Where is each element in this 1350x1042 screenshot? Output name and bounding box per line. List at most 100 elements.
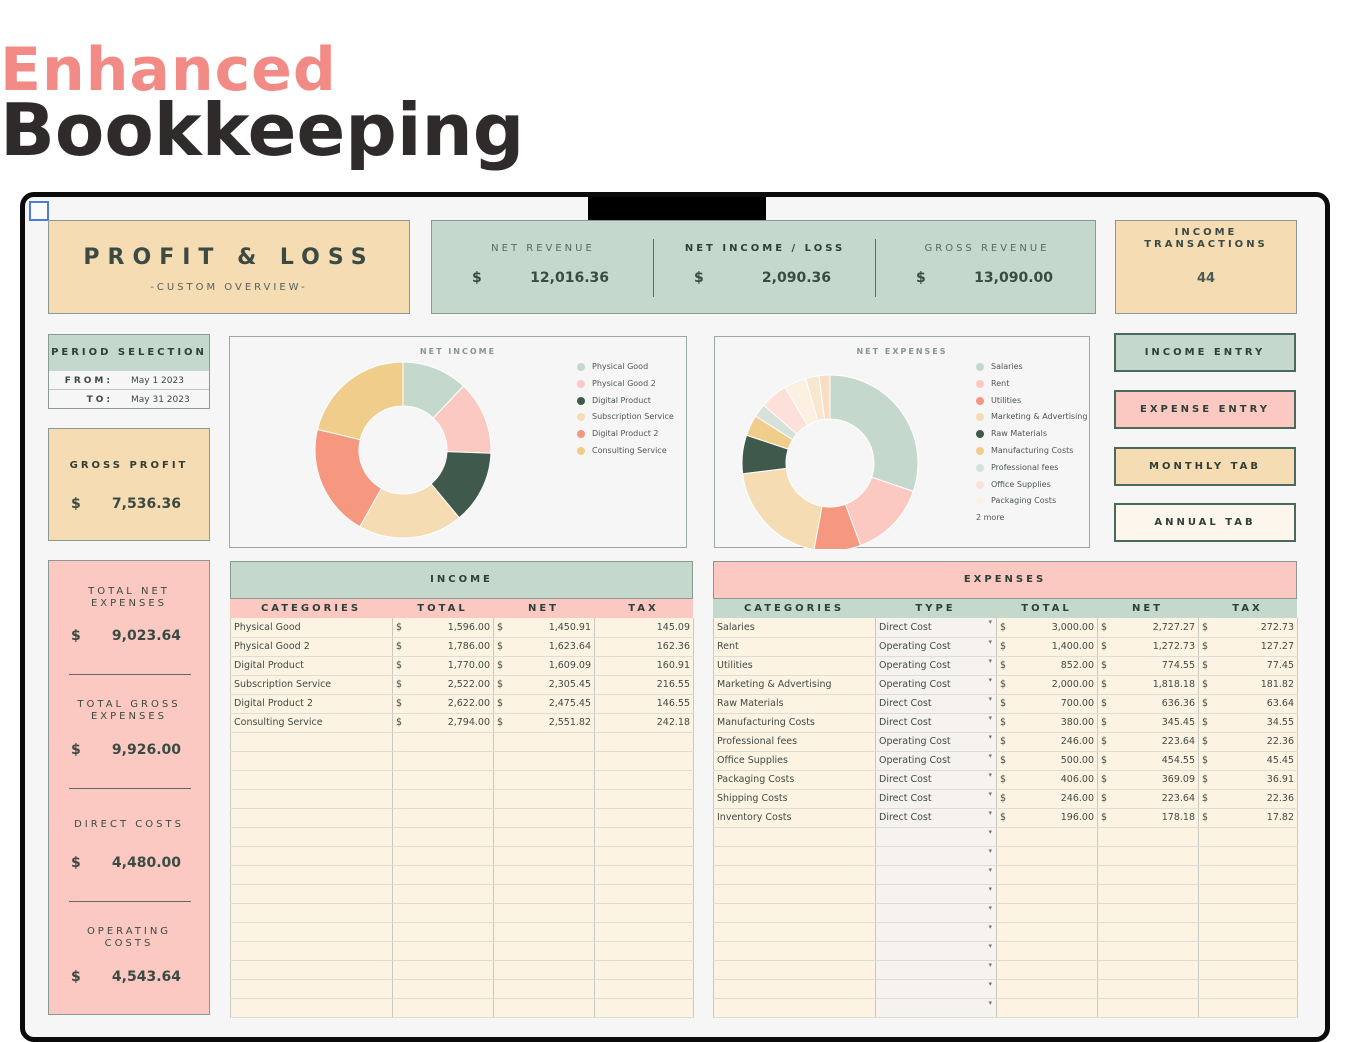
expense-total-cell[interactable]: $3,000.00 [996, 618, 1098, 638]
income-net-cell[interactable] [493, 960, 595, 980]
income-net-cell[interactable] [493, 770, 595, 790]
income-total-cell[interactable] [392, 998, 494, 1018]
income-net-cell[interactable]: $2,475.45 [493, 694, 595, 714]
expense-tax-cell[interactable]: $34.55 [1198, 713, 1298, 733]
dropdown-arrow-icon[interactable]: ▾ [988, 998, 992, 1007]
slice-inventory-costs[interactable] [818, 374, 831, 420]
income-category-cell[interactable] [230, 751, 393, 771]
expense-type-dropdown[interactable]: Direct Cost ▾ [875, 808, 997, 828]
income-net-cell[interactable] [493, 827, 595, 847]
expense-net-cell[interactable]: $774.55 [1097, 656, 1199, 676]
income-total-cell[interactable] [392, 751, 494, 771]
income-entry-button[interactable]: INCOME ENTRY [1114, 333, 1296, 372]
expense-net-cell[interactable] [1097, 903, 1199, 923]
expense-net-cell[interactable] [1097, 922, 1199, 942]
expense-type-dropdown[interactable]: Direct Cost ▾ [875, 694, 997, 714]
income-net-cell[interactable] [493, 751, 595, 771]
expense-tax-cell[interactable] [1198, 941, 1298, 961]
expense-category-cell[interactable] [713, 979, 876, 999]
expense-category-cell[interactable] [713, 884, 876, 904]
dropdown-arrow-icon[interactable]: ▾ [988, 960, 992, 969]
expense-net-cell[interactable]: $223.64 [1097, 732, 1199, 752]
expense-total-cell[interactable]: $1,400.00 [996, 637, 1098, 657]
expense-total-cell[interactable]: $2,000.00 [996, 675, 1098, 695]
expense-type-dropdown[interactable]: ▾ [875, 903, 997, 923]
period-from-value[interactable]: May 1 2023 [131, 376, 184, 386]
expense-type-dropdown[interactable]: Operating Cost ▾ [875, 637, 997, 657]
expense-total-cell[interactable]: $380.00 [996, 713, 1098, 733]
annual-tab-button[interactable]: ANNUAL TAB [1114, 503, 1296, 542]
expense-total-cell[interactable] [996, 979, 1098, 999]
dropdown-arrow-icon[interactable]: ▾ [988, 618, 992, 626]
income-tax-cell[interactable] [594, 770, 694, 790]
dropdown-arrow-icon[interactable]: ▾ [988, 675, 992, 684]
expense-tax-cell[interactable] [1198, 922, 1298, 942]
income-tax-cell[interactable] [594, 846, 694, 866]
income-category-cell[interactable]: Consulting Service [230, 713, 393, 733]
expense-total-cell[interactable]: $500.00 [996, 751, 1098, 771]
expense-tax-cell[interactable]: $36.91 [1198, 770, 1298, 790]
income-total-cell[interactable] [392, 865, 494, 885]
income-net-cell[interactable]: $2,305.45 [493, 675, 595, 695]
income-tax-cell[interactable] [594, 789, 694, 809]
expense-total-cell[interactable]: $852.00 [996, 656, 1098, 676]
expense-total-cell[interactable]: $246.00 [996, 732, 1098, 752]
monthly-tab-button[interactable]: MONTHLY TAB [1114, 447, 1296, 486]
income-total-cell[interactable] [392, 884, 494, 904]
expense-type-dropdown[interactable]: ▾ [875, 960, 997, 980]
income-net-cell[interactable] [493, 808, 595, 828]
income-total-cell[interactable]: $2,622.00 [392, 694, 494, 714]
expense-net-cell[interactable]: $178.18 [1097, 808, 1199, 828]
expense-net-cell[interactable] [1097, 979, 1199, 999]
expense-total-cell[interactable] [996, 922, 1098, 942]
income-total-cell[interactable] [392, 960, 494, 980]
expense-total-cell[interactable]: $196.00 [996, 808, 1098, 828]
expense-net-cell[interactable] [1097, 884, 1199, 904]
expense-net-cell[interactable]: $454.55 [1097, 751, 1199, 771]
income-category-cell[interactable]: Subscription Service [230, 675, 393, 695]
expense-net-cell[interactable] [1097, 960, 1199, 980]
expense-category-cell[interactable]: Utilities [713, 656, 876, 676]
expense-tax-cell[interactable]: $63.64 [1198, 694, 1298, 714]
expense-total-cell[interactable] [996, 865, 1098, 885]
income-tax-cell[interactable] [594, 884, 694, 904]
income-total-cell[interactable] [392, 941, 494, 961]
income-total-cell[interactable]: $1,596.00 [392, 618, 494, 638]
income-category-cell[interactable] [230, 770, 393, 790]
expense-net-cell[interactable]: $223.64 [1097, 789, 1199, 809]
dropdown-arrow-icon[interactable]: ▾ [988, 903, 992, 912]
income-tax-cell[interactable] [594, 865, 694, 885]
expense-tax-cell[interactable] [1198, 903, 1298, 923]
income-total-cell[interactable]: $2,522.00 [392, 675, 494, 695]
expense-total-cell[interactable] [996, 903, 1098, 923]
income-category-cell[interactable] [230, 732, 393, 752]
income-total-cell[interactable] [392, 846, 494, 866]
expense-category-cell[interactable]: Shipping Costs [713, 789, 876, 809]
income-tax-cell[interactable] [594, 751, 694, 771]
income-net-cell[interactable]: $1,609.09 [493, 656, 595, 676]
income-category-cell[interactable] [230, 903, 393, 923]
expense-type-dropdown[interactable]: Direct Cost ▾ [875, 789, 997, 809]
income-category-cell[interactable] [230, 884, 393, 904]
slice-utilities[interactable] [813, 503, 862, 549]
income-tax-cell[interactable]: 146.55 [594, 694, 694, 714]
expense-tax-cell[interactable]: $22.36 [1198, 789, 1298, 809]
expense-type-dropdown[interactable]: ▾ [875, 922, 997, 942]
expense-total-cell[interactable] [996, 827, 1098, 847]
expense-type-dropdown[interactable]: Operating Cost ▾ [875, 751, 997, 771]
income-net-cell[interactable] [493, 865, 595, 885]
income-category-cell[interactable] [230, 827, 393, 847]
slice-marketing-advertising[interactable] [742, 467, 823, 549]
income-net-cell[interactable]: $1,623.64 [493, 637, 595, 657]
period-to-value[interactable]: May 31 2023 [131, 395, 190, 405]
expense-total-cell[interactable] [996, 846, 1098, 866]
income-net-cell[interactable] [493, 979, 595, 999]
dropdown-arrow-icon[interactable]: ▾ [988, 732, 992, 741]
expense-type-dropdown[interactable]: ▾ [875, 827, 997, 847]
income-net-cell[interactable] [493, 732, 595, 752]
income-tax-cell[interactable] [594, 960, 694, 980]
expense-category-cell[interactable] [713, 903, 876, 923]
expense-category-cell[interactable]: Manufacturing Costs [713, 713, 876, 733]
income-net-cell[interactable] [493, 998, 595, 1018]
expense-total-cell[interactable]: $246.00 [996, 789, 1098, 809]
